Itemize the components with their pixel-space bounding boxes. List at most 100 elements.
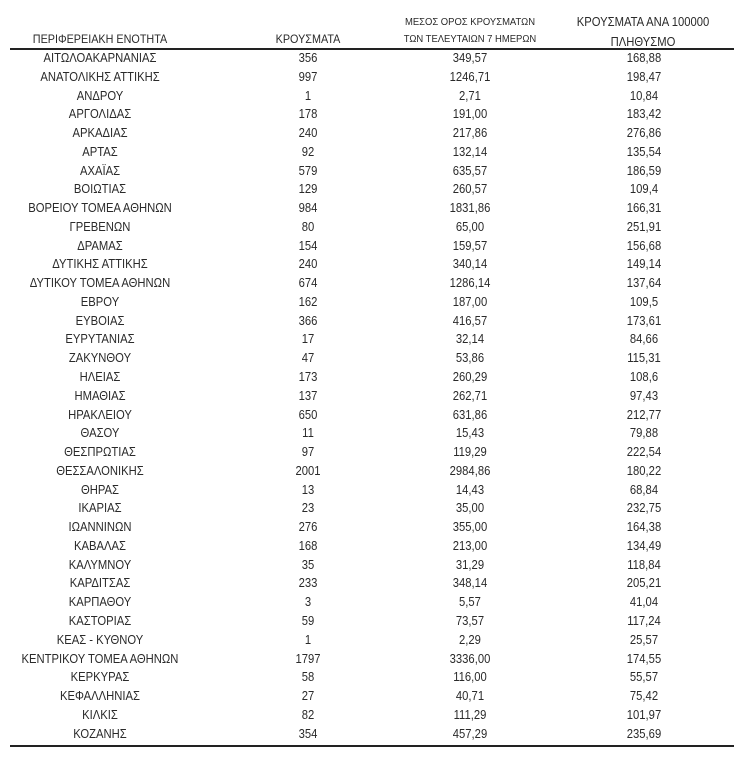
- cell-cases: 1: [304, 632, 312, 647]
- cell-regional-unit: ΗΡΑΚΛΕΙΟΥ: [68, 407, 132, 422]
- cell-cases: 23: [301, 501, 315, 516]
- header-divider: [10, 48, 734, 50]
- cell-cases: 162: [298, 294, 318, 309]
- cell-7day-average: 348,14: [452, 576, 488, 591]
- cell-per-100k: 117,24: [627, 613, 661, 628]
- cell-per-100k: 183,42: [626, 107, 662, 122]
- header-cases-label: ΚΡΟΥΣΜΑΤΑ: [275, 32, 341, 46]
- cell-regional-unit: ΔΥΤΙΚΗΣ ΑΤΤΙΚΗΣ: [52, 257, 148, 272]
- cell-regional-unit: ΒΟΡΕΙΟΥ ΤΟΜΕΑ ΑΘΗΝΩΝ: [28, 201, 172, 216]
- table-row: ΑΡΤΑΣ 92 132,14 135,54: [0, 144, 734, 163]
- cell-7day-average: 65,00: [455, 219, 485, 234]
- table-row: ΖΑΚΥΝΘΟΥ 47 53,86 115,31: [0, 350, 734, 369]
- cell-7day-average: 262,71: [452, 388, 488, 403]
- cell-cases: 58: [301, 670, 315, 685]
- cell-regional-unit: ΔΥΤΙΚΟΥ ΤΟΜΕΑ ΑΘΗΝΩΝ: [29, 276, 171, 291]
- cell-cases: 35: [301, 557, 315, 572]
- cell-7day-average: 14,43: [455, 482, 485, 497]
- cell-cases: 82: [301, 707, 315, 722]
- cell-regional-unit: ΑΡΤΑΣ: [82, 144, 118, 159]
- cell-regional-unit: ΑΝΔΡΟΥ: [76, 88, 124, 103]
- cell-cases: 997: [298, 69, 318, 84]
- cell-7day-average: 31,29: [455, 557, 485, 572]
- cell-regional-unit: ΖΑΚΥΝΘΟΥ: [68, 351, 132, 366]
- cell-7day-average: 116,00: [453, 670, 487, 685]
- cell-regional-unit: ΘΕΣΠΡΩΤΙΑΣ: [64, 445, 136, 460]
- cell-cases: 97: [301, 445, 315, 460]
- cell-regional-unit: ΕΒΡΟΥ: [80, 294, 120, 309]
- cell-cases: 579: [298, 163, 318, 178]
- cell-regional-unit: ΗΛΕΙΑΣ: [79, 370, 121, 385]
- cell-regional-unit: ΚΕΡΚΥΡΑΣ: [70, 670, 130, 685]
- cell-7day-average: 191,00: [452, 107, 488, 122]
- table-row: ΚΕΡΚΥΡΑΣ 58 116,00 55,57: [0, 669, 734, 688]
- cell-per-100k: 134,49: [626, 538, 662, 553]
- cell-7day-average: 32,14: [455, 332, 485, 347]
- header-per-100k-line1: ΚΡΟΥΣΜΑΤΑ ΑΝΑ 100000: [576, 15, 710, 29]
- cell-cases: 137: [298, 388, 318, 403]
- cell-cases: 17: [301, 332, 315, 347]
- cell-cases: 354: [298, 726, 318, 741]
- cell-regional-unit: ΚΑΛΥΜΝΟΥ: [68, 557, 132, 572]
- cell-cases: 129: [298, 182, 318, 197]
- cell-per-100k: 109,5: [629, 294, 659, 309]
- table-row: ΑΝΑΤΟΛΙΚΗΣ ΑΤΤΙΚΗΣ 997 1246,71 198,47: [0, 69, 734, 88]
- table-row: ΕΥΒΟΙΑΣ 366 416,57 173,61: [0, 313, 734, 332]
- cell-cases: 240: [298, 257, 318, 272]
- cell-cases: 92: [301, 144, 315, 159]
- cell-regional-unit: ΑΡΓΟΛΙΔΑΣ: [68, 107, 132, 122]
- cell-per-100k: 84,66: [629, 332, 659, 347]
- cell-per-100k: 174,55: [626, 651, 662, 666]
- cell-7day-average: 132,14: [452, 144, 488, 159]
- cell-per-100k: 156,68: [626, 238, 662, 253]
- cell-per-100k: 212,77: [626, 407, 662, 422]
- cell-cases: 154: [298, 238, 318, 253]
- table-row: ΒΟΡΕΙΟΥ ΤΟΜΕΑ ΑΘΗΝΩΝ 984 1831,86 166,31: [0, 200, 734, 219]
- cell-regional-unit: ΚΑΡΠΑΘΟΥ: [68, 595, 132, 610]
- table-row: ΑΝΔΡΟΥ 1 2,71 10,84: [0, 88, 734, 107]
- cell-regional-unit: ΚΑΣΤΟΡΙΑΣ: [68, 613, 132, 628]
- cell-regional-unit: ΙΚΑΡΙΑΣ: [78, 501, 122, 516]
- cell-7day-average: 355,00: [452, 520, 488, 535]
- table-row: ΑΧΑΪΑΣ 579 635,57 186,59: [0, 163, 734, 182]
- table-row: ΔΡΑΜΑΣ 154 159,57 156,68: [0, 238, 734, 257]
- cell-7day-average: 349,57: [452, 51, 488, 65]
- cell-per-100k: 137,64: [626, 276, 662, 291]
- cell-cases: 27: [301, 689, 315, 704]
- table-row: ΕΒΡΟΥ 162 187,00 109,5: [0, 294, 734, 313]
- table-row: ΚΑΡΠΑΘΟΥ 3 5,57 41,04: [0, 594, 734, 613]
- cell-7day-average: 53,86: [455, 351, 485, 366]
- cell-cases: 80: [301, 219, 315, 234]
- cell-per-100k: 135,54: [626, 144, 662, 159]
- cell-regional-unit: ΘΕΣΣΑΛΟΝΙΚΗΣ: [56, 463, 144, 478]
- cell-per-100k: 251,91: [626, 219, 662, 234]
- cell-per-100k: 232,75: [626, 501, 662, 516]
- cell-cases: 173: [298, 370, 318, 385]
- table-bottom-divider: [10, 745, 734, 747]
- cell-7day-average: 217,86: [452, 126, 488, 141]
- header-regional-unit: ΠΕΡΙΦΕΡΕΙΑΚΗ ΕΝΟΤΗΤΑ: [19, 32, 181, 46]
- cell-7day-average: 635,57: [452, 163, 488, 178]
- table-row: ΚΕΑΣ - ΚΥΘΝΟΥ 1 2,29 25,57: [0, 632, 734, 651]
- cell-regional-unit: ΚΟΖΑΝΗΣ: [73, 726, 127, 741]
- header-cases: ΚΡΟΥΣΜΑΤΑ: [263, 32, 353, 46]
- cell-per-100k: 55,57: [629, 670, 659, 685]
- cell-per-100k: 75,42: [629, 689, 659, 704]
- cell-cases: 168: [298, 538, 318, 553]
- cell-regional-unit: ΙΩΑΝΝΙΝΩΝ: [68, 520, 132, 535]
- table-row: ΚΟΖΑΝΗΣ 354 457,29 235,69: [0, 726, 734, 745]
- cell-per-100k: 101,97: [626, 707, 662, 722]
- cell-regional-unit: ΚΕΝΤΡΙΚΟΥ ΤΟΜΕΑ ΑΘΗΝΩΝ: [21, 651, 179, 666]
- table-row: ΗΛΕΙΑΣ 173 260,29 108,6: [0, 369, 734, 388]
- header-7day-average: ΜΕΣΟΣ ΟΡΟΣ ΚΡΟΥΣΜΑΤΩΝ ΤΩΝ ΤΕΛΕΥΤΑΙΩΝ 7 Η…: [385, 14, 556, 48]
- cell-7day-average: 2,29: [459, 632, 481, 647]
- cell-per-100k: 149,14: [626, 257, 662, 272]
- cell-7day-average: 73,57: [455, 613, 485, 628]
- cell-cases: 13: [301, 482, 315, 497]
- cell-7day-average: 1831,86: [449, 201, 491, 216]
- table-row: ΘΕΣΠΡΩΤΙΑΣ 97 119,29 222,54: [0, 444, 734, 463]
- table-row: ΑΡΓΟΛΙΔΑΣ 178 191,00 183,42: [0, 106, 734, 125]
- cell-7day-average: 260,57: [452, 182, 488, 197]
- cell-regional-unit: ΓΡΕΒΕΝΩΝ: [69, 219, 131, 234]
- table-row: ΙΚΑΡΙΑΣ 23 35,00 232,75: [0, 500, 734, 519]
